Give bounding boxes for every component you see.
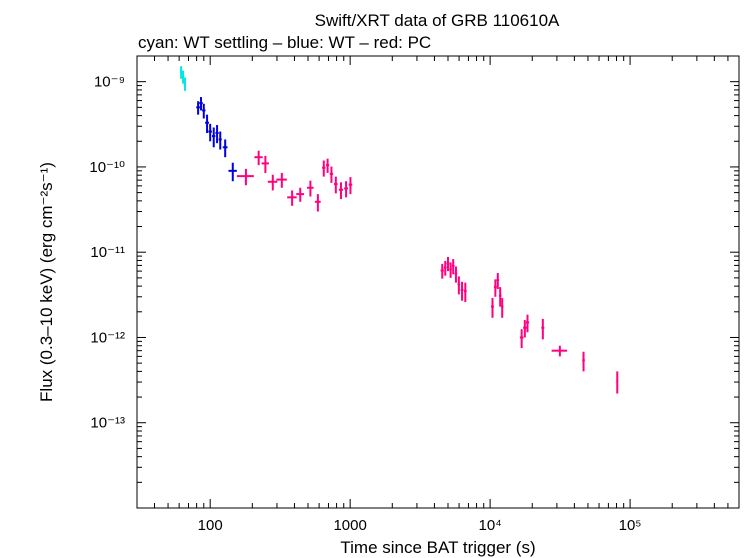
data-point (496, 273, 500, 290)
data-point (261, 155, 269, 173)
data-point (551, 345, 568, 357)
data-point (457, 276, 461, 295)
data-point (322, 160, 326, 177)
y-axis-label: Flux (0.3–10 keV) (erg cm⁻²s⁻¹) (37, 162, 56, 402)
x-tick-label: 10⁴ (479, 517, 502, 534)
data-point (451, 259, 455, 275)
x-tick-label: 1000 (333, 517, 366, 534)
data-point (333, 176, 338, 194)
y-tick-label: 10⁻¹² (90, 329, 125, 346)
data-point (541, 318, 545, 340)
data-point (338, 182, 344, 200)
data-point (307, 180, 314, 197)
data-point (525, 314, 530, 333)
data-point (287, 190, 297, 206)
plot-frame (136, 55, 740, 509)
y-tick-label: 10⁻¹⁰ (89, 159, 125, 176)
data-point (449, 262, 452, 278)
data-point (218, 131, 222, 150)
data-point (181, 70, 185, 84)
data-point (460, 281, 464, 301)
data-point (222, 139, 228, 158)
data-point (493, 279, 497, 297)
data-point (500, 298, 504, 318)
data-point (228, 162, 237, 182)
data-point (463, 282, 467, 303)
data-point (519, 329, 524, 349)
y-tick-label: 10⁻⁹ (94, 74, 125, 91)
series-pc (236, 150, 619, 394)
data-point (616, 371, 619, 394)
data-point (208, 123, 212, 142)
data-point (454, 266, 458, 283)
data-point (183, 77, 187, 91)
y-tick-label: 10⁻¹³ (90, 415, 125, 432)
data-point (314, 194, 321, 212)
chart-subtitle: cyan: WT settling – blue: WT – red: PC (138, 33, 431, 52)
data-points (179, 66, 619, 394)
x-tick-label: 100 (198, 517, 223, 534)
axis-ticks: 100 1000 10⁴ 10⁵ 10⁻⁹ 10⁻¹⁰ 10⁻¹¹ 10⁻¹² 10⁻¹³ (89, 55, 740, 534)
x-axis-label: Time since BAT trigger (s) (340, 538, 535, 557)
y-tick-label: 10⁻¹¹ (90, 244, 125, 261)
data-point (254, 150, 263, 166)
series-wt-settling (179, 66, 187, 91)
data-point (498, 287, 502, 307)
x-tick-label: 10⁵ (619, 517, 642, 534)
data-point (446, 256, 450, 272)
data-point (202, 103, 206, 119)
data-point (344, 181, 348, 198)
data-point (211, 127, 216, 148)
data-point (582, 351, 585, 372)
data-point (205, 114, 209, 134)
data-point (199, 97, 203, 111)
data-point (236, 168, 254, 186)
data-point (523, 320, 527, 338)
chart-title: Swift/XRT data of GRB 110610A (315, 11, 560, 30)
data-point (276, 172, 287, 188)
data-point (491, 298, 494, 318)
data-point (440, 263, 444, 279)
data-point (325, 158, 330, 173)
data-point (196, 101, 200, 115)
data-point (443, 260, 447, 276)
data-point (329, 166, 334, 183)
data-point (296, 187, 304, 202)
data-point (179, 66, 183, 79)
data-point (267, 174, 278, 191)
series-wt (196, 97, 237, 182)
data-point (348, 177, 353, 195)
data-point (215, 125, 219, 144)
